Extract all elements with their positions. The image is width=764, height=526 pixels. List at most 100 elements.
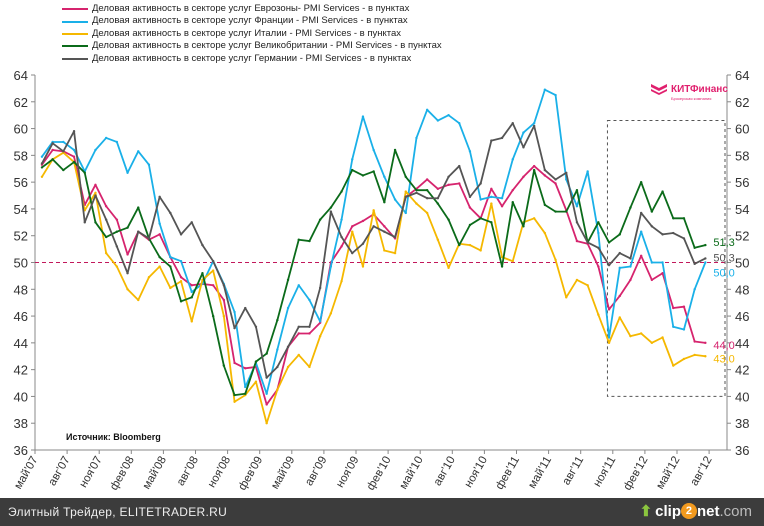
data-point xyxy=(104,136,108,140)
data-point xyxy=(629,206,632,209)
data-point xyxy=(104,218,108,221)
data-point xyxy=(383,249,386,252)
data-point xyxy=(425,211,429,215)
data-point xyxy=(244,306,247,310)
data-point xyxy=(179,233,183,236)
data-point xyxy=(351,230,354,233)
data-point xyxy=(40,166,44,169)
legend-label: Деловая активность в секторе услуг Герма… xyxy=(92,52,412,64)
y-tick-label-right: 42 xyxy=(735,363,749,378)
data-point xyxy=(468,223,472,227)
legend-label: Деловая активность в секторе услуг Велик… xyxy=(92,40,442,52)
x-tick-label: ноя'09 xyxy=(334,455,361,490)
data-point xyxy=(479,249,482,252)
x-tick-label: май'07 xyxy=(12,455,40,492)
data-point xyxy=(650,278,654,282)
data-point xyxy=(383,225,386,228)
data-point xyxy=(297,332,300,335)
data-point xyxy=(361,219,365,223)
x-tick-label: авг'12 xyxy=(688,455,714,488)
data-point xyxy=(447,113,450,117)
data-point xyxy=(500,205,504,208)
data-point xyxy=(286,278,290,282)
x-tick-label: авг'07 xyxy=(46,455,72,488)
data-point xyxy=(607,341,611,345)
data-point xyxy=(543,88,547,91)
data-point xyxy=(286,345,290,349)
data-point xyxy=(618,316,621,319)
data-point xyxy=(286,365,290,369)
data-point xyxy=(522,175,525,178)
data-point xyxy=(190,284,193,287)
data-point xyxy=(62,168,65,172)
end-value-label: 43,0 xyxy=(713,353,734,365)
legend-swatch xyxy=(62,45,88,48)
data-point xyxy=(661,190,664,193)
data-point xyxy=(511,158,514,161)
data-point xyxy=(458,122,461,125)
data-point xyxy=(650,225,654,228)
data-point xyxy=(629,278,632,282)
data-point xyxy=(179,300,183,303)
y-tick-label-right: 64 xyxy=(735,68,749,83)
data-point xyxy=(468,243,472,247)
data-point xyxy=(661,233,664,236)
data-point xyxy=(126,226,129,229)
data-point xyxy=(51,142,54,145)
data-point xyxy=(190,320,193,323)
y-tick-label-left: 62 xyxy=(14,95,28,110)
data-point xyxy=(511,122,514,125)
data-point xyxy=(511,259,514,263)
data-point xyxy=(169,255,172,259)
data-point xyxy=(233,393,236,397)
data-point xyxy=(490,139,493,142)
data-point xyxy=(479,217,482,220)
data-point xyxy=(458,243,461,247)
data-point xyxy=(147,276,151,279)
x-tick-label: фев'10 xyxy=(365,455,394,493)
data-point xyxy=(650,210,654,213)
data-point xyxy=(244,392,247,395)
data-point xyxy=(72,155,76,158)
data-point xyxy=(554,182,557,185)
data-point xyxy=(233,326,236,330)
y-tick-label-right: 38 xyxy=(735,416,749,431)
data-point xyxy=(265,392,268,395)
data-point xyxy=(404,175,407,178)
data-point xyxy=(361,174,365,177)
data-point xyxy=(340,235,343,239)
data-point xyxy=(276,318,279,322)
data-point xyxy=(479,182,482,185)
data-point xyxy=(254,325,258,328)
series-line-4 xyxy=(41,122,706,379)
data-point xyxy=(704,355,707,358)
x-tick-label: ноя'11 xyxy=(591,455,618,490)
data-point xyxy=(286,306,290,310)
data-point xyxy=(597,313,600,316)
data-point xyxy=(543,174,547,177)
x-tick-label: фев'11 xyxy=(494,455,522,492)
data-point xyxy=(62,150,65,153)
data-point xyxy=(340,280,343,283)
data-point xyxy=(351,158,354,161)
x-tick-label: авг'08 xyxy=(175,455,201,488)
data-point xyxy=(704,261,707,264)
y-tick-label-left: 58 xyxy=(14,148,28,163)
y-tick-label-left: 54 xyxy=(14,202,28,217)
y-tick-label-left: 44 xyxy=(14,336,28,351)
data-point xyxy=(72,130,76,133)
data-point xyxy=(308,365,311,369)
data-point xyxy=(672,364,675,367)
legend-swatch xyxy=(62,8,88,11)
data-point xyxy=(618,294,621,298)
data-point xyxy=(554,258,557,262)
data-point xyxy=(436,238,440,241)
data-point xyxy=(190,290,193,294)
data-point xyxy=(233,310,236,314)
clip2net-logo[interactable]: ⬆ clip 2 net .com xyxy=(640,502,752,521)
data-point xyxy=(340,245,343,248)
data-point xyxy=(383,175,386,178)
legend-swatch xyxy=(62,57,88,60)
data-point xyxy=(115,230,119,233)
data-point xyxy=(532,217,536,220)
